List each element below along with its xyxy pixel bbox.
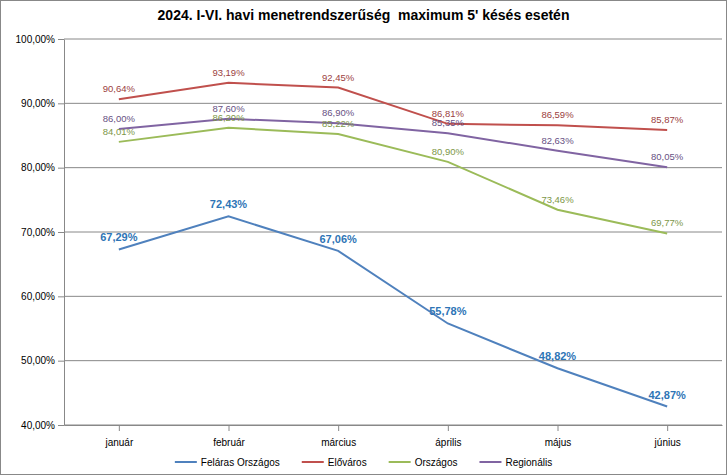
grid-line xyxy=(64,232,722,233)
data-label: 87,60% xyxy=(212,103,245,114)
y-tick-mark xyxy=(58,296,64,297)
x-tick: február xyxy=(213,425,245,448)
x-tick-label: február xyxy=(213,437,245,448)
y-tick-label: 70,00% xyxy=(21,227,55,238)
x-tick: június xyxy=(654,425,681,448)
data-labels: 67,29% 72,43% 67,06% 55,78% 48,82% 42,87% 90,6… xyxy=(100,67,686,401)
data-label: 69,77% xyxy=(651,217,684,228)
legend-label: Országos xyxy=(415,457,458,468)
y-tick-label: 60,00% xyxy=(21,291,55,302)
y-tick: 80,00% xyxy=(21,162,64,173)
y-tick-mark xyxy=(58,168,64,169)
x-axis: január február március április május június xyxy=(65,425,723,448)
x-tick-label: április xyxy=(435,437,461,448)
data-label: 67,29% xyxy=(100,231,138,243)
x-tick-mark xyxy=(667,425,668,431)
y-tick-mark xyxy=(58,425,64,426)
data-label: 85,87% xyxy=(651,114,684,125)
legend: Feláras Országos Előváros Országos Regionál… xyxy=(175,457,552,468)
legend-item: Előváros xyxy=(302,457,367,468)
series-line xyxy=(119,216,667,406)
legend-symbol xyxy=(479,461,501,463)
x-tick: április xyxy=(435,425,461,448)
y-tick-label: 90,00% xyxy=(21,98,55,109)
x-tick-mark xyxy=(119,425,120,431)
data-label: 42,87% xyxy=(649,389,687,401)
x-tick-label: január xyxy=(104,437,133,448)
legend-item: Regionális xyxy=(479,457,552,468)
data-label: 86,90% xyxy=(322,107,355,118)
y-tick-label: 80,00% xyxy=(21,162,55,173)
y-tick-mark xyxy=(58,232,64,233)
series-line xyxy=(119,83,667,130)
data-label: 82,63% xyxy=(541,135,574,146)
grid-line xyxy=(64,103,722,104)
y-tick-label: 40,00% xyxy=(21,420,55,431)
grid-line xyxy=(64,167,722,168)
y-tick-mark xyxy=(58,361,64,362)
y-tick-label: 50,00% xyxy=(21,355,55,366)
data-label: 93,19% xyxy=(212,67,245,78)
data-label: 80,05% xyxy=(651,151,684,162)
x-tick-mark xyxy=(558,425,559,431)
y-tick: 100,00% xyxy=(16,34,64,45)
x-tick: március xyxy=(321,425,356,448)
data-label: 48,82% xyxy=(539,350,577,362)
y-axis: 40,00% 50,00% 60,00% 70,00% 80,00% 90,00% 100,… xyxy=(16,34,65,431)
data-label: 72,43% xyxy=(210,198,248,210)
x-axis-line xyxy=(65,425,723,426)
data-label: 90,64% xyxy=(103,83,136,94)
y-tick-mark xyxy=(58,103,64,104)
x-tick-mark xyxy=(338,425,339,431)
legend-symbol xyxy=(175,461,197,463)
data-label: 86,00% xyxy=(103,113,136,124)
data-label: 80,90% xyxy=(432,146,465,157)
data-label: 73,46% xyxy=(541,194,574,205)
y-axis-line xyxy=(64,40,65,426)
data-label: 86,59% xyxy=(541,109,574,120)
data-label: 92,45% xyxy=(322,72,355,83)
y-tick: 70,00% xyxy=(21,227,64,238)
x-tick-mark xyxy=(229,425,230,431)
y-tick: 40,00% xyxy=(21,420,64,431)
chart: 2024. I-VI. havi menetrendszerűség maxim… xyxy=(0,0,727,475)
x-tick-mark xyxy=(448,425,449,431)
y-tick: 90,00% xyxy=(21,98,64,109)
title: 2024. I-VI. havi menetrendszerűség maxim… xyxy=(158,7,570,23)
lines xyxy=(119,83,667,407)
series-line xyxy=(119,128,667,234)
legend-item: Feláras Országos xyxy=(175,457,280,468)
data-label: 85,22% xyxy=(322,118,355,129)
x-tick-label: március xyxy=(321,437,356,448)
legend-item: Országos xyxy=(389,457,458,468)
grid xyxy=(64,39,722,425)
data-label: 85,35% xyxy=(432,117,465,128)
legend-symbol xyxy=(389,461,411,463)
legend-symbol xyxy=(302,461,324,463)
chart-border xyxy=(1,1,727,475)
y-tick: 60,00% xyxy=(21,291,64,302)
x-tick: január xyxy=(104,425,133,448)
y-tick: 50,00% xyxy=(21,355,64,366)
data-label: 55,78% xyxy=(429,305,467,317)
legend-label: Feláras Országos xyxy=(201,457,280,468)
grid-line xyxy=(64,360,722,361)
grid-line xyxy=(64,39,722,40)
data-label: 67,06% xyxy=(320,233,358,245)
x-tick: május xyxy=(545,425,572,448)
x-tick-label: május xyxy=(545,437,572,448)
grid-line xyxy=(64,296,722,297)
x-tick-label: június xyxy=(654,437,681,448)
data-label: 84,01% xyxy=(103,126,136,137)
y-tick-label: 100,00% xyxy=(16,34,56,45)
grid-line xyxy=(64,425,722,426)
series-line xyxy=(119,119,667,168)
legend-label: Regionális xyxy=(505,457,552,468)
y-tick-mark xyxy=(58,39,64,40)
legend-label: Előváros xyxy=(328,457,367,468)
